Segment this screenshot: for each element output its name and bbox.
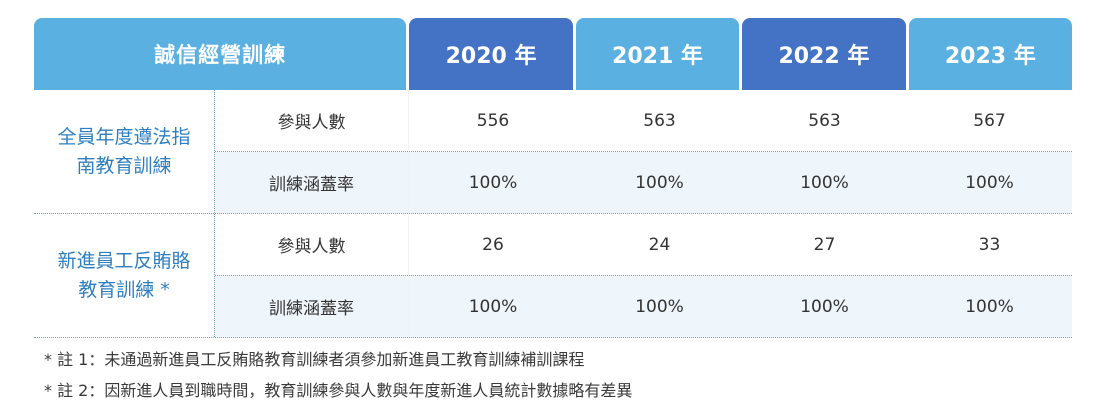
group-label: 新進員工反賄賂 教育訓練 * [34,214,215,337]
table-title: 誠信經營訓練 [34,18,407,90]
metric-label: 參與人數 [215,214,409,275]
value-cell: 563 [643,110,676,131]
table-row: 參與人數 556 563 563 567 [215,90,1072,152]
value-cell: 100% [409,152,577,213]
value-cell: 27 [813,234,836,255]
metric-label: 訓練涵蓋率 [215,152,409,213]
metric-label: 參與人數 [215,90,409,151]
metric-label: 訓練涵蓋率 [215,276,409,337]
group-label: 全員年度遵法指 南教育訓練 [34,90,215,213]
group-annual-compliance-training: 全員年度遵法指 南教育訓練 參與人數 556 563 563 567 訓練涵蓋率… [34,90,1072,214]
value-cell: 567 [973,110,1006,131]
table-row: 訓練涵蓋率 100% 100% 100% 100% [215,152,1072,213]
value-cell: 100% [577,152,742,213]
group-label-line: 新進員工反賄賂 [57,249,191,272]
value-cell: 26 [482,234,504,255]
year-header-2021: 2021 年 [575,18,740,90]
value-cell: 556 [476,110,510,131]
value-cell: 100% [742,276,907,337]
footnote-1: * 註 1：未通過新進員工反賄賂教育訓練者須參加新進員工教育訓練補訓課程 [44,350,585,369]
footnote-2: * 註 2：因新進人員到職時間，教育訓練參與人數與年度新進人員統計數據略有差異 [44,381,633,400]
value-cell: 33 [978,234,1001,255]
group-label-line: 南教育訓練 [76,154,172,177]
group-label-line: 全員年度遵法指 [57,125,191,148]
table-header: 誠信經營訓練 2020 年 2021 年 2022 年 2023 年 [34,18,1072,90]
year-header-2020: 2020 年 [409,18,573,90]
value-cell: 100% [577,276,742,337]
group-new-employee-anti-bribery-training: 新進員工反賄賂 教育訓練 * 參與人數 26 24 27 33 訓練涵蓋率 10… [34,214,1072,338]
footnotes: * 註 1：未通過新進員工反賄賂教育訓練者須參加新進員工教育訓練補訓課程 * 註… [44,344,632,406]
group-label-line: 教育訓練 * [78,278,170,301]
table-row: 參與人數 26 24 27 33 [215,214,1072,276]
value-cell: 100% [907,152,1072,213]
table-row: 訓練涵蓋率 100% 100% 100% 100% [215,276,1072,337]
value-cell: 100% [742,152,907,213]
value-cell: 100% [409,276,577,337]
value-cell: 563 [808,110,841,131]
year-header-2022: 2022 年 [742,18,906,90]
value-cell: 24 [648,234,671,255]
integrity-training-table: 誠信經營訓練 2020 年 2021 年 2022 年 2023 年 全員年度遵… [34,18,1072,338]
year-header-2023: 2023 年 [908,18,1072,90]
value-cell: 100% [907,276,1072,337]
